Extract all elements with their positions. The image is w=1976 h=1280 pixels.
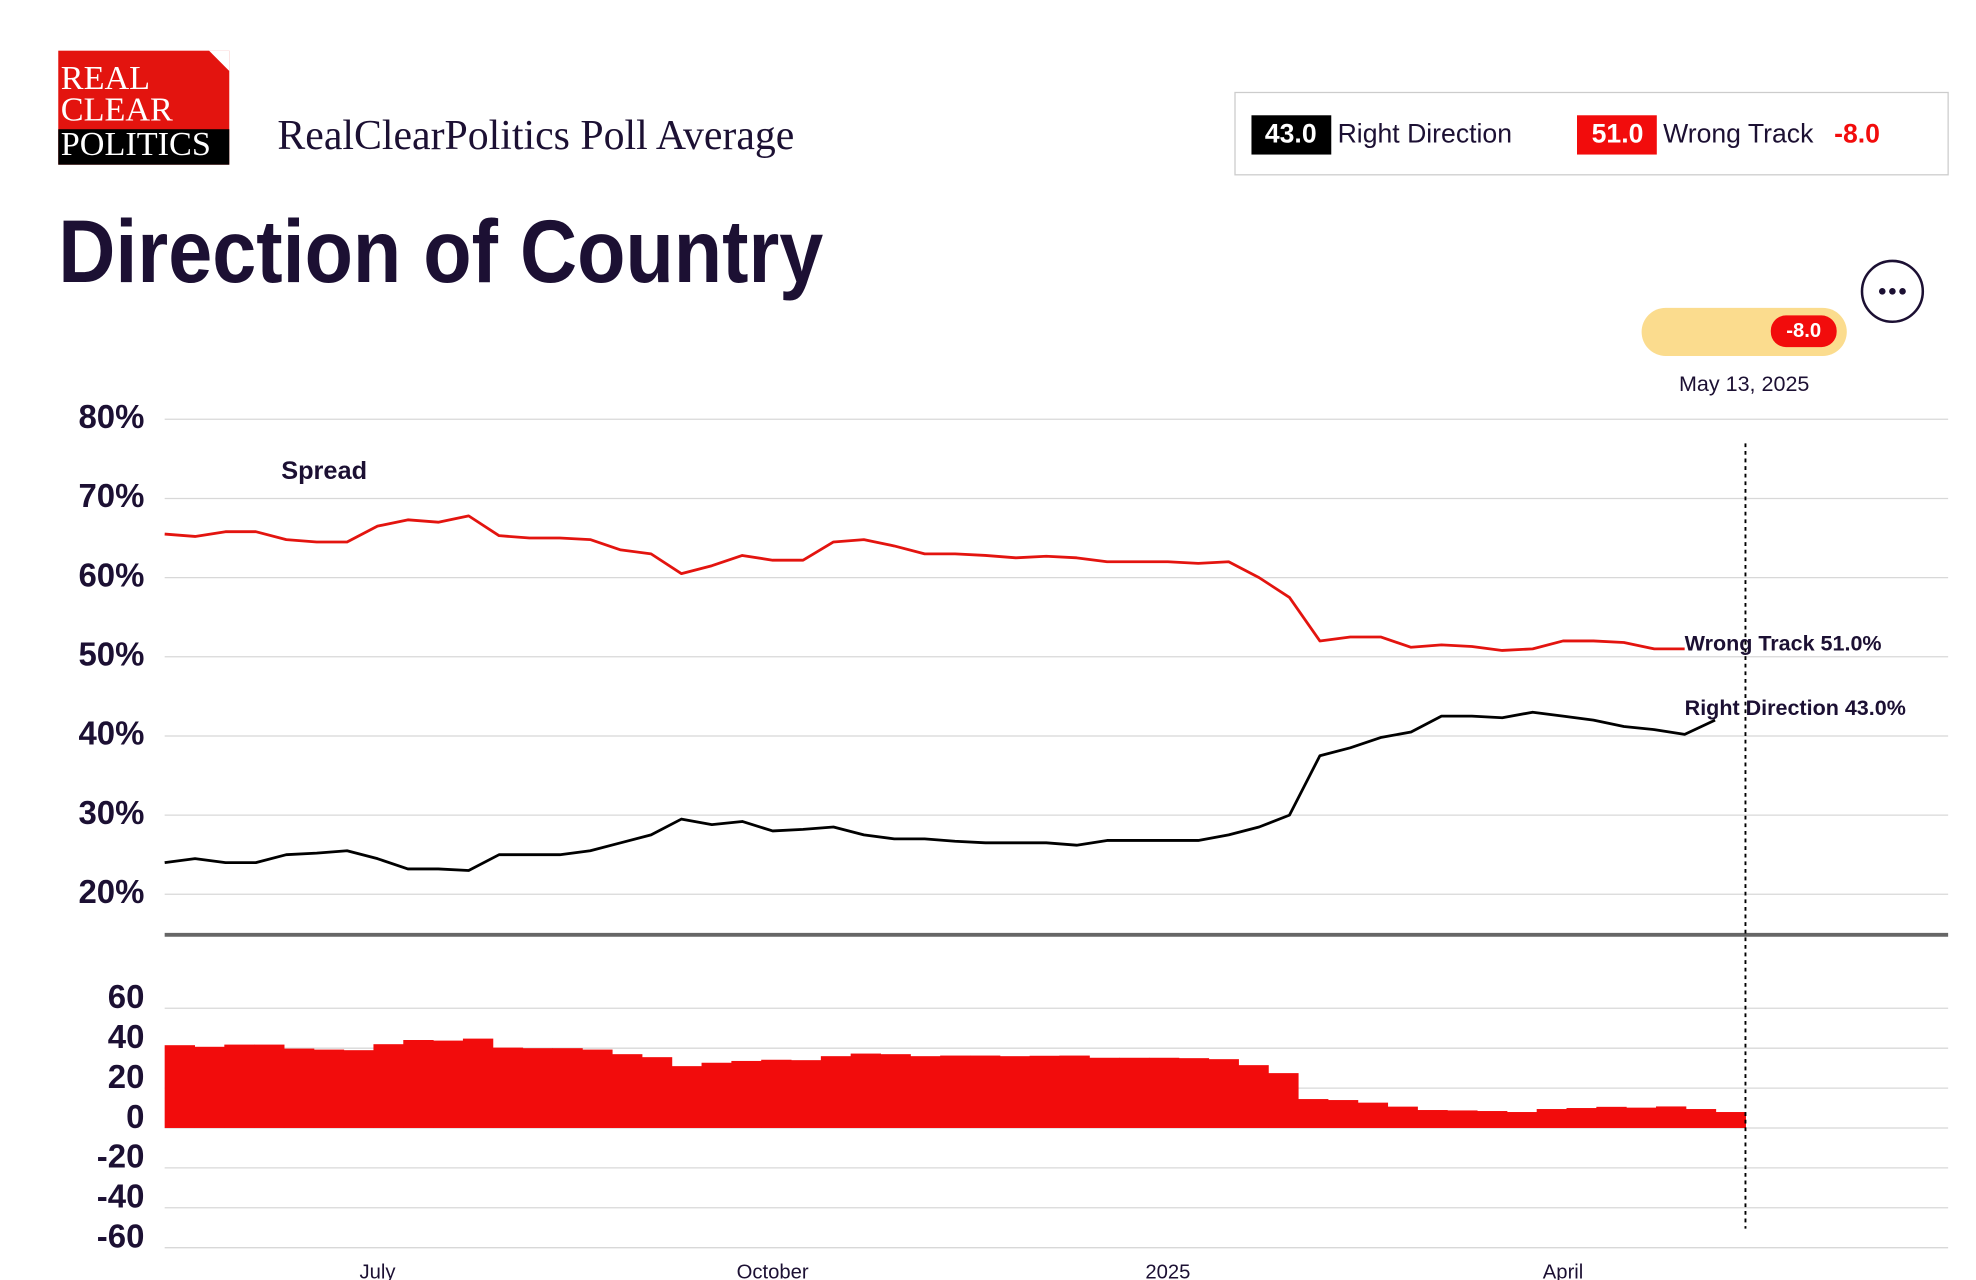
bar bbox=[522, 1048, 553, 1128]
bar bbox=[1387, 1106, 1418, 1128]
bar bbox=[1059, 1055, 1090, 1128]
end-label: Wrong Track 51.0% bbox=[1685, 631, 1882, 655]
bar bbox=[1626, 1107, 1657, 1128]
bar bbox=[880, 1054, 911, 1128]
logo-corner bbox=[209, 50, 230, 71]
bar bbox=[671, 1066, 703, 1128]
annotation: Spread bbox=[281, 457, 367, 485]
tooltip-spread: -8.0 bbox=[1786, 320, 1821, 342]
end-label: Right Direction 43.0% bbox=[1685, 696, 1906, 720]
bar bbox=[940, 1055, 971, 1128]
title: Direction of Country bbox=[58, 202, 823, 301]
legend-label: Right Direction bbox=[1338, 119, 1512, 149]
bar bbox=[1029, 1055, 1060, 1128]
bar bbox=[1566, 1108, 1597, 1128]
bar bbox=[701, 1062, 732, 1128]
y-tick-label: 40% bbox=[78, 715, 144, 752]
bar bbox=[1208, 1059, 1239, 1128]
tooltip-date: May 13, 2025 bbox=[1679, 372, 1809, 396]
line-1 bbox=[164, 710, 1716, 872]
bar bbox=[1327, 1100, 1359, 1128]
legend-value: 43.0 bbox=[1265, 119, 1317, 149]
legend-badge bbox=[1577, 115, 1657, 155]
y-tick-label: 60 bbox=[108, 978, 145, 1015]
bar bbox=[1596, 1106, 1627, 1128]
bar bbox=[641, 1057, 673, 1128]
y-tick-label: -20 bbox=[97, 1138, 145, 1175]
y-tick-label: -40 bbox=[97, 1178, 145, 1215]
logo: REAL CLEAR POLITICS bbox=[58, 50, 230, 165]
bar bbox=[343, 1050, 374, 1128]
y-tick-label: 60% bbox=[78, 556, 144, 593]
bar bbox=[1268, 1073, 1299, 1128]
bar bbox=[1148, 1057, 1180, 1128]
bar bbox=[582, 1049, 613, 1128]
legend-label: Wrong Track bbox=[1663, 119, 1814, 149]
y-tick-label: -60 bbox=[97, 1218, 145, 1255]
x-tick-label: July bbox=[359, 1261, 396, 1280]
bar bbox=[194, 1046, 225, 1128]
logo-text: REAL bbox=[61, 60, 150, 97]
y-tick-label: 20% bbox=[78, 873, 144, 910]
bar bbox=[969, 1055, 1001, 1128]
logo-text: CLEAR bbox=[61, 92, 173, 129]
y-tick-label: 30% bbox=[78, 794, 144, 831]
bar bbox=[731, 1060, 762, 1128]
logo-band bbox=[58, 129, 230, 165]
x-tick-label: April bbox=[1543, 1261, 1584, 1280]
bar bbox=[313, 1049, 345, 1128]
y-tick-label: 70% bbox=[78, 477, 144, 514]
bar bbox=[552, 1048, 583, 1128]
bar bbox=[283, 1048, 315, 1128]
bar bbox=[462, 1038, 494, 1128]
bar bbox=[1655, 1106, 1687, 1128]
bar bbox=[1685, 1109, 1717, 1128]
bar bbox=[761, 1059, 792, 1128]
bar bbox=[850, 1053, 882, 1128]
bar bbox=[1119, 1057, 1150, 1128]
logo-text: POLITICS bbox=[61, 126, 211, 163]
legend-spread: -8.0 bbox=[1834, 119, 1880, 149]
y-tick-label: 20 bbox=[108, 1058, 145, 1095]
x-tick-label: October bbox=[737, 1261, 809, 1280]
bar bbox=[1178, 1058, 1210, 1128]
bar bbox=[164, 1045, 195, 1128]
y-tick-label: 80% bbox=[78, 398, 144, 435]
tooltip-badge bbox=[1770, 315, 1837, 348]
bar bbox=[1357, 1102, 1389, 1128]
legend-value: 51.0 bbox=[1592, 119, 1644, 149]
bar bbox=[1506, 1112, 1538, 1128]
bar bbox=[1536, 1109, 1568, 1128]
subtitle: RealClearPolitics Poll Average bbox=[277, 113, 794, 159]
y-tick-label: 0 bbox=[126, 1098, 144, 1135]
bar bbox=[1477, 1111, 1508, 1128]
line-0 bbox=[164, 514, 1685, 652]
bar bbox=[612, 1054, 643, 1128]
bar bbox=[433, 1040, 464, 1128]
bar bbox=[373, 1044, 404, 1128]
y-tick-label: 40 bbox=[108, 1018, 145, 1055]
y-tick-label: 50% bbox=[78, 635, 144, 672]
bar bbox=[224, 1044, 255, 1128]
bar bbox=[791, 1060, 822, 1128]
bar bbox=[999, 1056, 1031, 1128]
bar bbox=[254, 1044, 285, 1128]
bar bbox=[1089, 1057, 1120, 1128]
bar bbox=[1238, 1065, 1269, 1128]
bar bbox=[1715, 1112, 1746, 1128]
bar bbox=[1417, 1110, 1448, 1128]
x-tick-label: 2025 bbox=[1145, 1261, 1190, 1280]
bar bbox=[403, 1040, 434, 1128]
more-dots bbox=[1878, 288, 1906, 295]
bar bbox=[820, 1056, 852, 1128]
legend-badge bbox=[1251, 115, 1332, 155]
bar bbox=[910, 1056, 941, 1128]
bar bbox=[1298, 1099, 1329, 1128]
bar bbox=[492, 1047, 524, 1128]
bar bbox=[1447, 1110, 1478, 1128]
